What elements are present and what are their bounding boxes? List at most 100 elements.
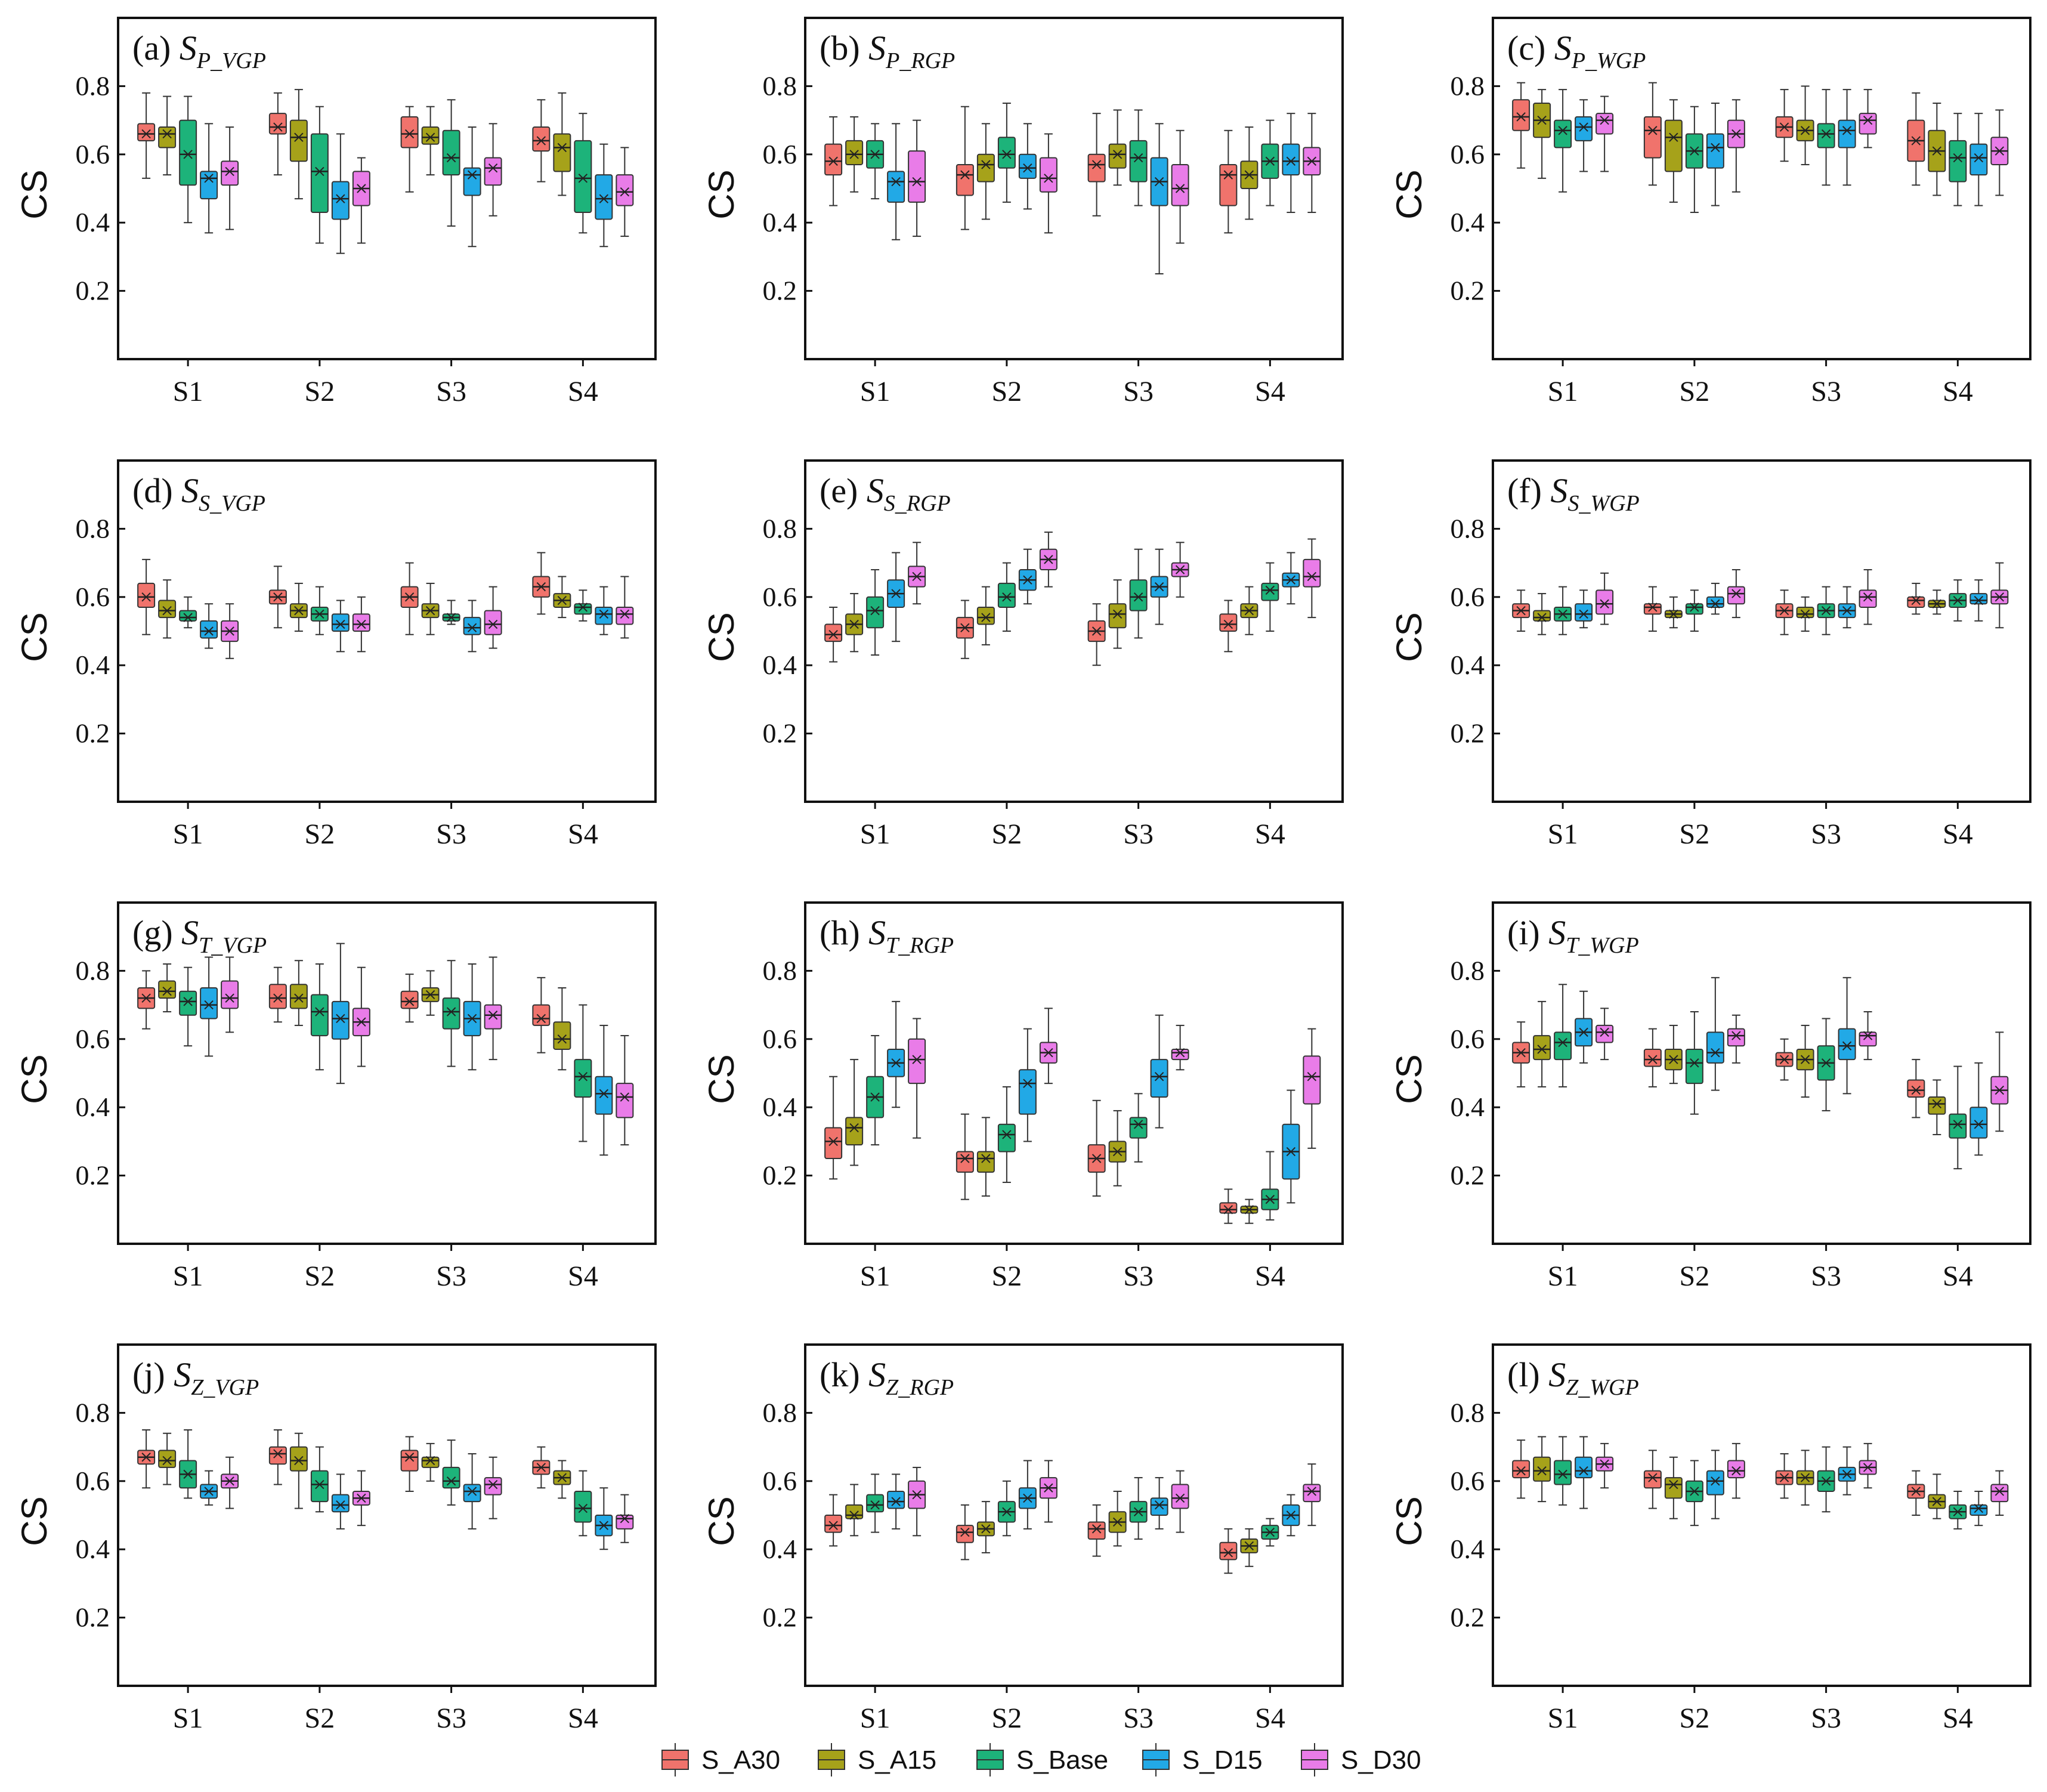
box-body bbox=[595, 1076, 613, 1115]
panel-label: (c) bbox=[1507, 29, 1554, 67]
x-tick-label: S3 bbox=[1123, 818, 1154, 850]
box-body bbox=[595, 174, 613, 220]
box-S_D15-S4 bbox=[595, 586, 613, 635]
mean-marker bbox=[1731, 589, 1741, 598]
box-S_A30-S3 bbox=[1087, 113, 1106, 217]
mean-marker bbox=[1044, 555, 1053, 564]
mean-marker bbox=[1648, 603, 1658, 612]
box-S_D30-S1 bbox=[1595, 1008, 1614, 1061]
mean-marker bbox=[336, 1014, 345, 1024]
box-S_Base-S1 bbox=[179, 596, 197, 629]
mean-marker bbox=[488, 1479, 498, 1490]
x-tick-label: S4 bbox=[568, 1703, 598, 1734]
panel-label: (b) bbox=[820, 29, 868, 67]
mean-marker bbox=[1175, 565, 1185, 574]
box-body bbox=[1664, 119, 1683, 172]
x-tick-label: S3 bbox=[1123, 376, 1154, 407]
y-tick-label: 0.8 bbox=[76, 513, 110, 543]
box-S_D15-S1 bbox=[200, 603, 218, 649]
box-S_Base-S4 bbox=[574, 1470, 592, 1537]
x-tick-label: S2 bbox=[1680, 818, 1710, 850]
mean-marker bbox=[1800, 1055, 1810, 1064]
mean-marker bbox=[162, 129, 172, 139]
box-S_A15-S2 bbox=[1664, 99, 1683, 203]
x-tick-label: S2 bbox=[305, 1260, 335, 1292]
panel-title: (j) SZ_VGP bbox=[132, 1355, 259, 1400]
box-S_D15-S4 bbox=[1282, 1494, 1300, 1537]
y-tick-label: 0.2 bbox=[1451, 718, 1485, 749]
mean-marker bbox=[1265, 1194, 1275, 1204]
box-body bbox=[1219, 163, 1238, 206]
y-tick-label: 0.2 bbox=[763, 1160, 797, 1191]
y-tick-label: 0.8 bbox=[763, 70, 797, 101]
box-S_A30-S2 bbox=[956, 106, 974, 230]
y-tick-label: 0.4 bbox=[76, 1092, 110, 1122]
box-S_Base-S2 bbox=[1685, 589, 1703, 632]
box-S_A15-S3 bbox=[421, 970, 440, 1016]
y-axis-label: CS bbox=[14, 1496, 54, 1546]
box-body bbox=[421, 1456, 440, 1468]
box-S_A30-S2 bbox=[1643, 1450, 1662, 1509]
box-S_D15-S1 bbox=[1575, 1436, 1593, 1509]
mean-marker bbox=[1579, 609, 1588, 619]
box-S_D30-S2 bbox=[1039, 532, 1057, 588]
x-tick-label: S4 bbox=[1255, 818, 1285, 850]
box-body bbox=[1859, 1031, 1877, 1047]
box-body bbox=[1706, 596, 1724, 608]
box-S_D15-S2 bbox=[331, 1473, 350, 1530]
panel-title: (f) SS_WGP bbox=[1507, 471, 1640, 516]
x-tick-label: S4 bbox=[1943, 1703, 1973, 1734]
box-S_Base-S1 bbox=[1554, 984, 1572, 1087]
box-body bbox=[158, 126, 177, 149]
mean-marker bbox=[1779, 122, 1789, 132]
box-S_D30-S1 bbox=[908, 1018, 926, 1139]
y-axis-label: CS bbox=[14, 612, 54, 662]
legend-label: S_D15 bbox=[1182, 1745, 1263, 1775]
legend: S_A30 S_A15 S_Base S_D15 S_D30 bbox=[661, 1743, 1421, 1776]
panel-subscript: T_VGP bbox=[199, 933, 267, 958]
box-body bbox=[1512, 1460, 1530, 1479]
mean-marker bbox=[1558, 1037, 1567, 1048]
y-axis-label: CS bbox=[701, 1054, 741, 1104]
box-S_Base-S4 bbox=[1949, 1490, 1967, 1530]
box-S_Base-S3 bbox=[1817, 1018, 1835, 1111]
box-body bbox=[976, 1151, 995, 1173]
box-body bbox=[553, 133, 571, 172]
box-body bbox=[158, 600, 177, 619]
mean-marker bbox=[599, 1089, 609, 1099]
mean-marker bbox=[1307, 571, 1317, 582]
panel-title: (g) ST_VGP bbox=[132, 913, 267, 958]
box-S_Base-S3 bbox=[1129, 1093, 1148, 1163]
mean-marker bbox=[1600, 115, 1609, 125]
mean-marker bbox=[1995, 146, 2005, 156]
y-tick-label: 0.4 bbox=[1451, 1092, 1485, 1122]
x-tick-label: S4 bbox=[1943, 376, 1973, 407]
mean-marker bbox=[1842, 126, 1852, 135]
panel-frame bbox=[1492, 1343, 2031, 1687]
x-tick-label: S4 bbox=[1943, 818, 1973, 850]
box-S_D15-S4 bbox=[595, 1024, 613, 1156]
box-body bbox=[887, 1490, 905, 1509]
box-body bbox=[310, 1470, 329, 1503]
mean-marker bbox=[1154, 1500, 1164, 1510]
mean-marker bbox=[960, 623, 970, 632]
box-S_Base-S1 bbox=[1554, 1436, 1572, 1506]
mean-marker bbox=[315, 1479, 324, 1490]
mean-marker bbox=[960, 1527, 970, 1537]
mean-marker bbox=[225, 166, 234, 177]
box-S_A15-S4 bbox=[1928, 103, 1946, 196]
mean-marker bbox=[828, 156, 838, 166]
mean-marker bbox=[1537, 1045, 1547, 1054]
box-body bbox=[845, 140, 864, 165]
box-body bbox=[1859, 589, 1877, 608]
box-body bbox=[1533, 1456, 1551, 1482]
box-body bbox=[1949, 140, 1967, 183]
box-body bbox=[310, 994, 329, 1037]
panel-symbol: S bbox=[181, 471, 199, 510]
x-tick-label: S1 bbox=[860, 1260, 890, 1292]
box-body bbox=[1990, 1484, 2009, 1503]
box-body bbox=[1533, 1035, 1551, 1061]
y-axis-label: CS bbox=[1389, 612, 1429, 662]
mean-marker bbox=[1932, 1497, 1942, 1506]
box-body bbox=[463, 1484, 481, 1503]
